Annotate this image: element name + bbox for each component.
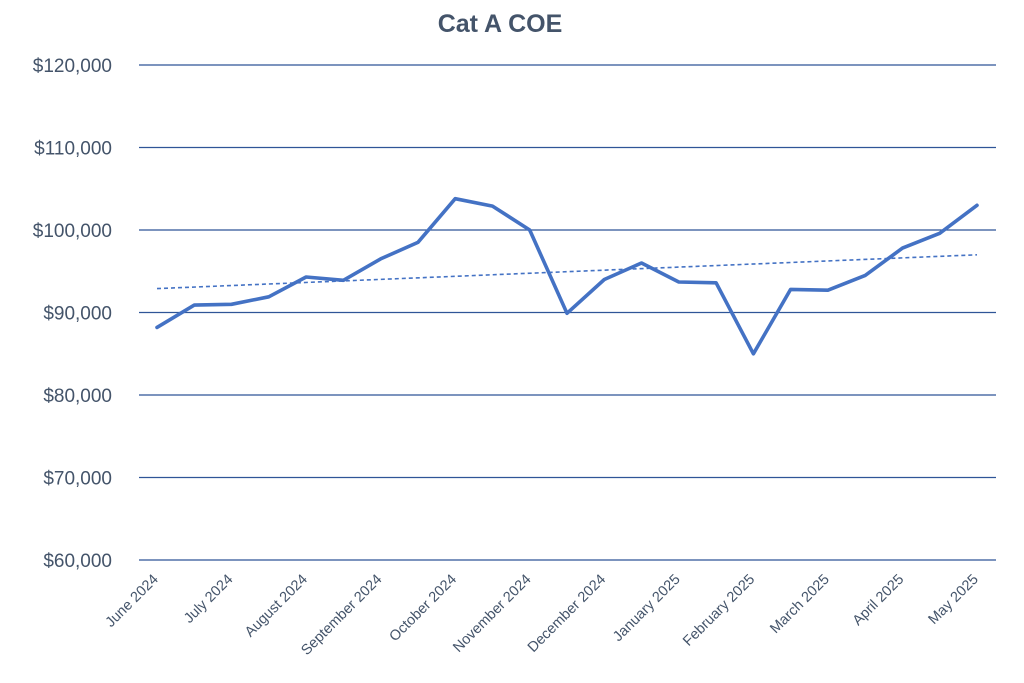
x-tick-label: July 2024 bbox=[181, 572, 236, 627]
gridlines bbox=[139, 64, 996, 561]
y-tick-label: $60,000 bbox=[43, 551, 112, 572]
series-line bbox=[155, 196, 979, 356]
x-tick-label: May 2025 bbox=[925, 572, 981, 628]
chart-title: Cat A COE bbox=[438, 10, 563, 38]
x-tick-label: February 2025 bbox=[680, 572, 758, 650]
y-tick-label: $110,000 bbox=[34, 139, 112, 160]
y-tick-label: $120,000 bbox=[33, 56, 112, 77]
x-tick-label: June 2024 bbox=[103, 572, 162, 631]
x-tick-label: November 2024 bbox=[450, 572, 534, 656]
y-tick-label: $70,000 bbox=[43, 469, 112, 490]
x-tick-label: September 2024 bbox=[298, 572, 385, 659]
y-tick-label: $90,000 bbox=[43, 304, 112, 325]
y-tick-label: $100,000 bbox=[33, 221, 112, 242]
x-tick-label: August 2024 bbox=[242, 572, 311, 641]
x-tick-label: March 2025 bbox=[767, 572, 832, 637]
y-axis-ticks: $60,000 $70,000 $80,000 $90,000 $100,000 $110… bbox=[33, 56, 112, 572]
x-tick-label: April 2025 bbox=[850, 572, 907, 629]
y-tick-label: $80,000 bbox=[43, 386, 112, 407]
x-tick-label: October 2024 bbox=[387, 572, 460, 645]
x-tick-label: December 2024 bbox=[525, 572, 609, 656]
x-tick-label: January 2025 bbox=[610, 572, 683, 645]
trendline bbox=[156, 254, 978, 290]
series-layer bbox=[155, 196, 979, 356]
